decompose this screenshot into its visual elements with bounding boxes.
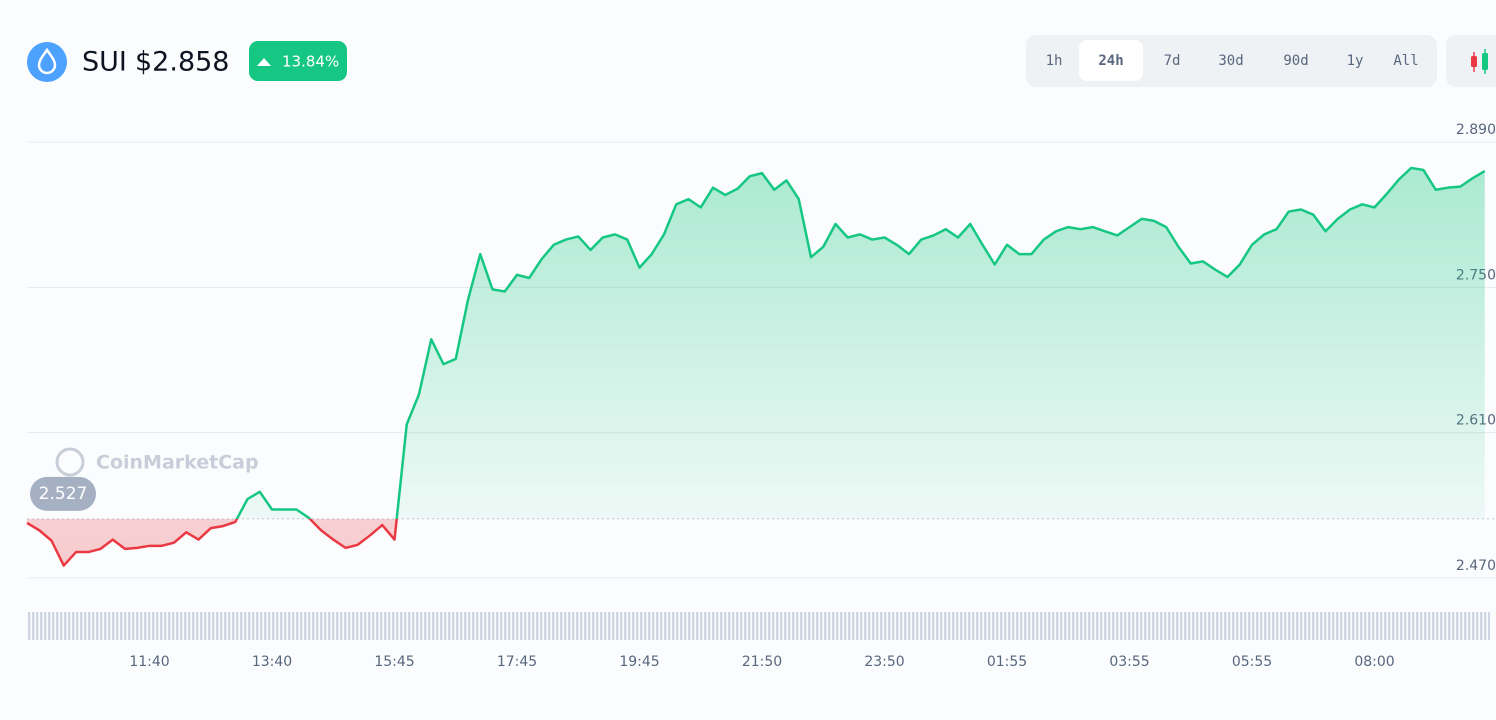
range-button[interactable]: 1h xyxy=(1046,53,1063,69)
y-tick-label: 2.470 xyxy=(1456,558,1496,574)
x-tick-label: 13:40 xyxy=(252,654,292,670)
x-tick-label: 05:55 xyxy=(1232,654,1272,670)
range-button[interactable]: 1y xyxy=(1347,53,1364,69)
x-tick-label: 03:55 xyxy=(1109,654,1149,670)
baseline-label: 2.527 xyxy=(39,484,88,504)
coin-symbol: SUI xyxy=(82,47,127,78)
y-tick-label: 2.890 xyxy=(1456,122,1496,138)
x-tick-label: 21:50 xyxy=(742,654,782,670)
volume-strip xyxy=(27,612,1490,640)
change-arrow xyxy=(257,58,271,66)
watermark-logo xyxy=(55,447,85,477)
watermark: CoinMarketCap xyxy=(96,452,259,474)
coin-icon-drop xyxy=(37,47,57,75)
x-tick-label: 01:55 xyxy=(987,654,1027,670)
coin-icon xyxy=(27,42,67,82)
coin-price: $2.858 xyxy=(135,47,229,78)
change-value: 13.84% xyxy=(282,53,339,71)
x-tick-label: 08:00 xyxy=(1354,654,1394,670)
range-button-active[interactable] xyxy=(1079,40,1143,81)
baseline-pill xyxy=(30,476,96,511)
area-up xyxy=(236,167,1485,519)
range-button[interactable]: 90d xyxy=(1283,53,1308,69)
range-button[interactable]: 24h xyxy=(1098,53,1123,69)
x-tick-label: 15:45 xyxy=(374,654,414,670)
candle-icon xyxy=(1482,53,1488,70)
candle-icon xyxy=(1471,56,1477,67)
x-tick-label: 17:45 xyxy=(497,654,537,670)
price-line-up xyxy=(235,166,1486,519)
range-button[interactable]: All xyxy=(1393,53,1418,69)
range-button[interactable]: 30d xyxy=(1218,53,1243,69)
change-pill xyxy=(249,41,347,81)
x-tick-label: 23:50 xyxy=(864,654,904,670)
range-button[interactable]: 7d xyxy=(1164,53,1181,69)
area-down xyxy=(27,518,1485,566)
x-tick-label: 11:40 xyxy=(129,654,169,670)
x-tick-label: 19:45 xyxy=(619,654,659,670)
